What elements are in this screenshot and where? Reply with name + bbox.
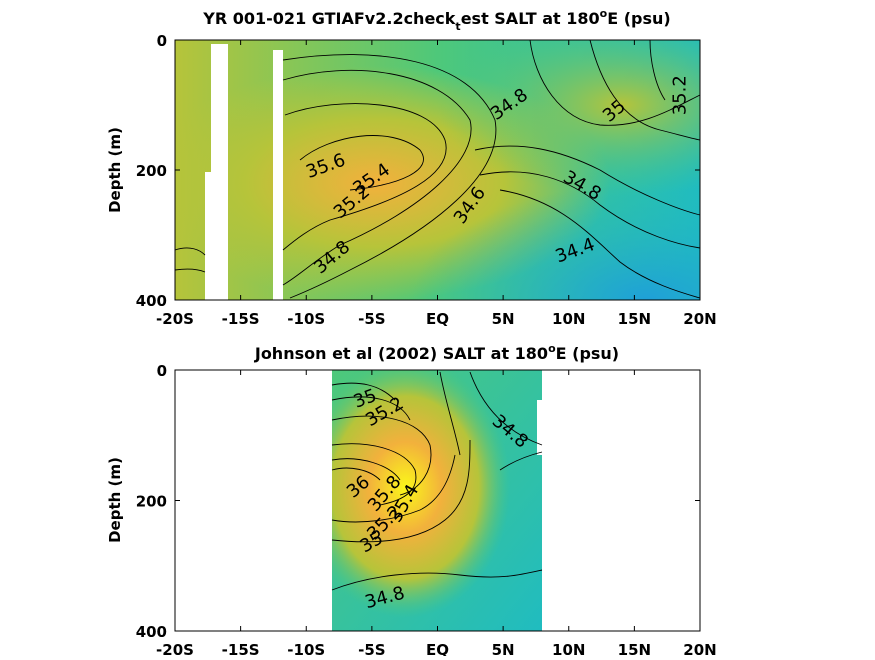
panel-bottom-field-warm (332, 370, 542, 631)
panel-bottom-x-tick-label: EQ (426, 641, 449, 656)
panel-top-x-tick-label: -10S (287, 310, 325, 328)
panel-top: YR 001-021 GTIAFv2.2checktest SALT at 18… (106, 7, 717, 328)
panel-top-y-tick-label: 200 (136, 162, 167, 180)
panel-top-y-tick-label: 400 (136, 292, 167, 310)
panel-top-x-tick-label: -5S (358, 310, 385, 328)
panel-top-ylabel: Depth (m) (106, 127, 124, 213)
panel-bottom-y-tick-label: 0 (157, 362, 167, 380)
panel-top-x-tick-label: 10N (552, 310, 585, 328)
panel-top-x-tick-label: -20S (156, 310, 194, 328)
panel-top-gap-3 (273, 50, 283, 300)
panel-bottom-x-tick-label: -10S (287, 641, 325, 656)
panel-top-title: YR 001-021 GTIAFv2.2checktest SALT at 18… (202, 7, 670, 33)
panel-bottom-x-tick-label: 20N (683, 641, 716, 656)
panel-bottom-x-tick-label: -20S (156, 641, 194, 656)
panel-bottom-contours (331, 371, 543, 591)
panel-top-x-tick-label: EQ (426, 310, 449, 328)
panel-top-x-tick-label: 15N (618, 310, 651, 328)
panel-top-x-tick-label: -15S (222, 310, 260, 328)
panel-top-contours (174, 39, 701, 299)
contour-label: 35.2 (669, 75, 690, 115)
panel-top-gap-2 (205, 172, 213, 300)
panel-bottom-title: Johnson et al (2002) SALT at 180oE (psu) (254, 342, 619, 363)
panel-top-field-fresh (175, 40, 700, 300)
panel-bottom-x-tick-label: 5N (492, 641, 515, 656)
panel-bottom-gap (537, 400, 542, 455)
panel-bottom-y-tick-label: 400 (136, 623, 167, 641)
panel-bottom-x-ticks: -20S -15S -10S -5S EQ 5N 10N 15N 20N (156, 370, 717, 659)
panel-top-x-tick-label: 5N (492, 310, 515, 328)
panel-bottom-ylabel: Depth (m) (106, 457, 124, 543)
panel-top-x-tick-label: 20N (683, 310, 716, 328)
panel-bottom-x-tick-label: -5S (358, 641, 385, 656)
panel-top-y-tick-label: 0 (157, 32, 167, 50)
panel-bottom-x-tick-label: 15N (618, 641, 651, 656)
panel-bottom-y-ticks: 0 200 400 (136, 362, 700, 641)
panel-top-gap-1 (211, 44, 228, 300)
panel-top-y-ticks: 0 200 400 (136, 32, 700, 310)
panel-bottom-x-tick-label: 10N (552, 641, 585, 656)
panel-bottom: Johnson et al (2002) SALT at 180oE (psu)… (106, 342, 717, 659)
panel-bottom-x-tick-label: -15S (222, 641, 260, 656)
panel-top-x-ticks: -20S -15S -10S -5S EQ 5N 10N 15N 20N (156, 40, 717, 328)
panel-bottom-y-tick-label: 200 (136, 493, 167, 511)
